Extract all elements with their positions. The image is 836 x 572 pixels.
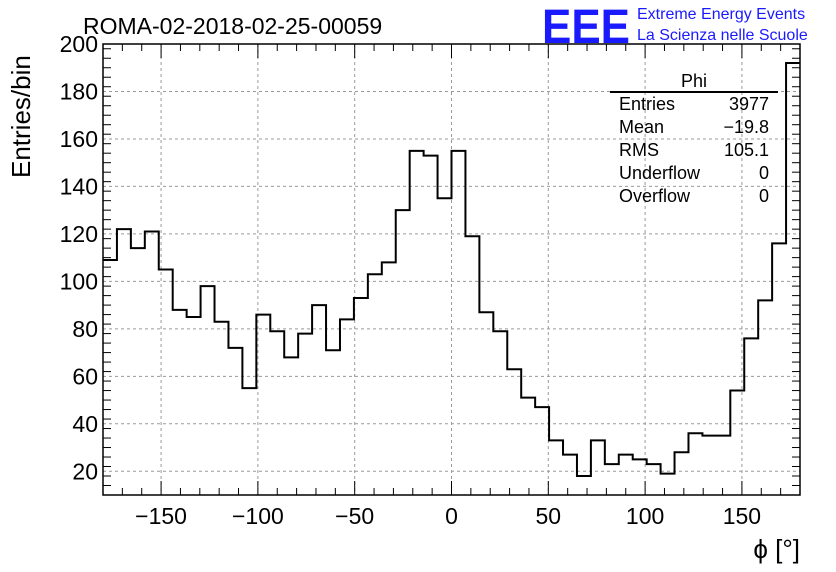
logo-line-1: Extreme Energy Events (637, 6, 805, 23)
stats-label-rms: RMS (619, 140, 659, 160)
stats-label-mean: Mean (619, 117, 664, 137)
y-tick-labels: 20 40 60 80 100 120 140 160 180 200 (60, 31, 98, 484)
y-tick-label: 100 (60, 268, 98, 294)
y-axis-label: Entries/bin (6, 55, 36, 178)
x-tick-label: 100 (626, 503, 664, 529)
grid-lines (103, 43, 800, 495)
x-tick-label: −50 (335, 503, 374, 529)
eee-logo-mark: EEE (542, 1, 630, 54)
y-tick-label: 200 (60, 31, 98, 57)
y-tick-label: 160 (60, 126, 98, 152)
x-tick-label: 50 (536, 503, 562, 529)
stats-value-mean: −19.8 (723, 117, 769, 137)
stats-value-entries: 3977 (729, 94, 769, 114)
x-tick-label: −150 (135, 503, 187, 529)
plot-frame (102, 43, 801, 496)
histogram-step-line (103, 61, 800, 478)
y-tick-label: 40 (72, 411, 98, 437)
logo-line-2: La Scienza nelle Scuole (637, 27, 808, 44)
y-tick-label: 180 (60, 78, 98, 104)
x-tick-labels: −150 −100 −50 0 50 100 150 (135, 503, 761, 529)
y-tick-label: 80 (72, 316, 98, 342)
y-tick-label: 140 (60, 173, 98, 199)
y-tick-label: 120 (60, 221, 98, 247)
stats-title: Phi (681, 71, 707, 91)
x-tick-label: −100 (232, 503, 284, 529)
x-axis-label: ϕ [°] (753, 534, 800, 564)
stats-label-underflow: Underflow (619, 163, 701, 183)
stats-box: Phi Entries 3977 Mean −19.8 RMS 105.1 Un… (610, 71, 778, 206)
stats-value-underflow: 0 (759, 163, 769, 183)
stats-label-entries: Entries (619, 94, 675, 114)
stats-value-rms: 105.1 (724, 140, 769, 160)
axis-ticks (102, 44, 801, 496)
stats-value-overflow: 0 (759, 186, 769, 206)
y-tick-label: 60 (72, 363, 98, 389)
x-tick-label: 150 (723, 503, 761, 529)
chart-title: ROMA-02-2018-02-25-00059 (83, 13, 382, 39)
x-tick-label: 0 (445, 503, 458, 529)
y-tick-label: 20 (72, 458, 98, 484)
stats-label-overflow: Overflow (619, 186, 691, 206)
